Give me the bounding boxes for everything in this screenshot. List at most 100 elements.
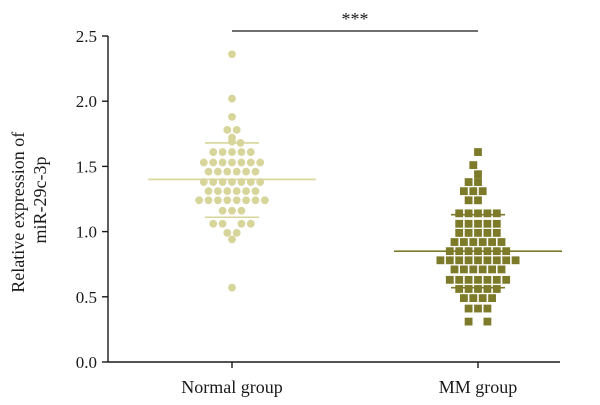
data-point-circle [246, 219, 255, 228]
data-point-square [464, 285, 473, 293]
data-point-square [460, 238, 468, 246]
data-point-square [474, 285, 482, 293]
y-tick-label: 0.5 [76, 288, 97, 307]
data-point-circle [228, 112, 236, 121]
data-point-square [445, 256, 454, 265]
data-point-circle [251, 167, 260, 176]
data-point-circle [246, 158, 255, 167]
data-point-square [464, 275, 473, 284]
data-point-square [483, 285, 492, 293]
data-point-circle [214, 187, 222, 196]
significance-label: *** [342, 9, 369, 29]
data-point-circle [228, 94, 236, 103]
data-point-square [478, 294, 487, 303]
data-point-circle [237, 148, 246, 156]
data-point-circle [223, 196, 232, 205]
data-point-square [483, 229, 492, 237]
data-point-square [450, 265, 459, 274]
series-mm-group [436, 148, 520, 326]
data-point-square [502, 275, 511, 284]
data-point-square [455, 229, 464, 237]
stats-layer [148, 142, 562, 289]
data-point-square [474, 196, 482, 205]
data-point-circle [209, 219, 218, 228]
data-point-square [469, 187, 478, 196]
data-point-square [460, 187, 468, 196]
data-point-circle [223, 167, 232, 176]
data-point-square [464, 178, 473, 186]
series-normal-group [195, 50, 269, 292]
x-category-label: MM group [439, 377, 518, 397]
data-point-square [474, 148, 482, 156]
data-point-circle [237, 206, 246, 215]
y-tick-label: 2.5 [76, 27, 97, 46]
data-point-circle [232, 125, 241, 134]
data-point-square [464, 304, 473, 313]
data-point-square [483, 256, 492, 265]
data-point-square [464, 219, 473, 228]
y-axis: 0.0 0.5 1.0 1.5 2.0 2.5 [76, 27, 109, 372]
data-point-circle [195, 196, 204, 205]
x-category-label: Normal group [181, 377, 282, 397]
y-tick-label: 1.5 [76, 157, 97, 176]
data-point-square [474, 229, 482, 237]
data-point-circle [261, 196, 269, 205]
data-point-circle [204, 196, 213, 205]
data-point-circle [204, 187, 213, 196]
data-point-circle [228, 283, 236, 292]
data-point-circle [228, 158, 236, 167]
data-point-square [492, 209, 501, 218]
data-point-square [455, 256, 464, 265]
series-layer [195, 50, 520, 326]
data-point-square [474, 170, 482, 179]
data-point-square [474, 275, 482, 284]
data-point-square [488, 294, 496, 303]
data-point-square [474, 209, 482, 218]
data-point-square [497, 265, 506, 274]
data-point-circle [228, 206, 236, 215]
data-point-square [450, 238, 459, 246]
significance-layer: *** [232, 9, 478, 32]
data-point-circle [204, 167, 213, 176]
data-point-square [492, 275, 501, 284]
data-point-square [492, 219, 501, 228]
data-point-square [464, 317, 473, 326]
data-point-square [474, 178, 482, 186]
data-point-square [492, 285, 501, 293]
data-point-circle [218, 206, 227, 215]
data-point-square [488, 238, 496, 246]
data-point-square [478, 238, 487, 246]
data-point-square [464, 196, 473, 205]
data-point-circle [232, 187, 241, 196]
data-point-circle [214, 167, 222, 176]
data-point-square [483, 317, 492, 326]
data-point-square [464, 256, 473, 265]
data-point-square [445, 275, 454, 284]
data-point-square [464, 209, 473, 218]
data-point-circle [214, 196, 222, 205]
data-point-circle [218, 219, 227, 228]
data-point-square [483, 275, 492, 284]
data-point-square [455, 275, 464, 284]
data-point-square [492, 229, 501, 237]
data-point-square [460, 294, 468, 303]
data-point-circle [223, 187, 232, 196]
y-tick-label: 1.0 [76, 223, 97, 242]
data-point-circle [223, 125, 232, 134]
data-point-square [478, 265, 487, 274]
data-point-square [455, 285, 464, 293]
y-axis-label-line2: miR-29c-3p [30, 157, 50, 244]
data-point-square [483, 304, 492, 313]
data-point-square [464, 229, 473, 237]
data-point-circle [251, 196, 260, 205]
data-point-circle [232, 229, 241, 237]
data-point-circle [232, 196, 241, 205]
data-point-circle [242, 167, 251, 176]
data-point-square [455, 219, 464, 228]
data-point-circle [209, 158, 218, 167]
data-point-square [478, 187, 487, 196]
data-point-circle [256, 158, 265, 167]
data-point-circle [242, 196, 251, 205]
data-point-circle [199, 158, 208, 167]
